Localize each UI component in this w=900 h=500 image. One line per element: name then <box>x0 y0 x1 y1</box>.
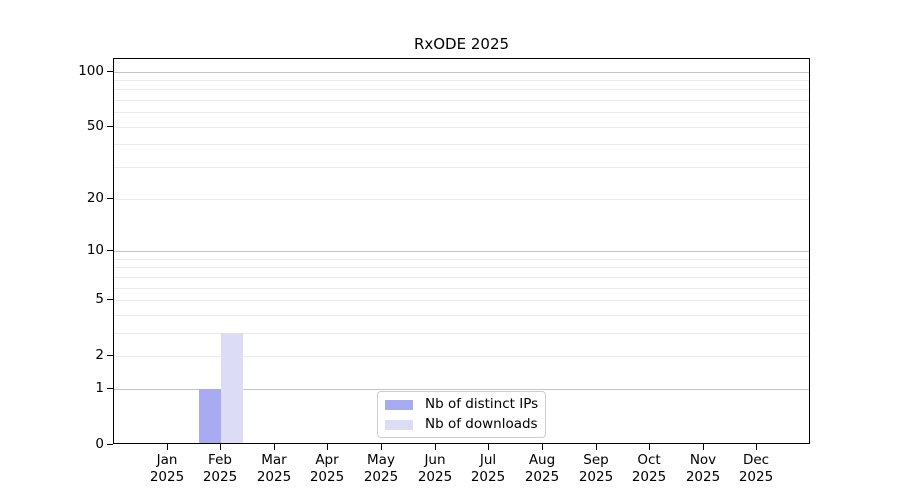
x-tick-year: 2025 <box>309 468 345 485</box>
x-tick-month: Aug <box>528 452 556 468</box>
y-tick <box>107 444 113 445</box>
x-tick-label: Sep 2025 <box>554 452 638 485</box>
y-tick <box>107 198 113 199</box>
legend-swatch-distinct-ips <box>385 399 413 410</box>
bar-distinct-ips <box>199 389 221 443</box>
x-tick-year: 2025 <box>202 468 238 485</box>
gridline-minor <box>114 127 809 128</box>
gridline-minor <box>114 300 809 301</box>
y-tick <box>107 71 113 72</box>
gridline-minor <box>114 259 809 260</box>
y-tick-label: 5 <box>95 291 104 307</box>
x-tick-month: Jan <box>156 452 178 468</box>
x-tick <box>488 444 489 450</box>
x-tick-month: Mar <box>261 452 287 468</box>
gridline-minor <box>114 315 809 316</box>
legend: Nb of distinct IPs Nb of downloads <box>377 391 546 438</box>
y-tick-label: 100 <box>78 63 104 79</box>
x-tick <box>649 444 650 450</box>
y-tick-label: 2 <box>95 347 104 363</box>
x-tick-label: Apr 2025 <box>285 452 369 485</box>
gridline-major <box>114 72 809 73</box>
x-tick-label: May 2025 <box>339 452 423 485</box>
x-tick-year: 2025 <box>685 468 721 485</box>
x-tick-month: Jun <box>424 452 446 468</box>
plot-area <box>113 58 810 444</box>
gridline-major <box>114 389 809 390</box>
x-tick-label: Dec 2025 <box>714 452 798 485</box>
x-tick-month: Oct <box>637 452 661 468</box>
x-tick-label: Jun 2025 <box>393 452 477 485</box>
legend-swatch-downloads <box>385 419 413 430</box>
x-tick <box>167 444 168 450</box>
x-tick-year: 2025 <box>524 468 560 485</box>
gridline-minor <box>114 89 809 90</box>
x-tick-year: 2025 <box>578 468 614 485</box>
x-tick <box>703 444 704 450</box>
legend-item-downloads: Nb of downloads <box>385 416 545 433</box>
x-tick <box>274 444 275 450</box>
x-tick-label: Oct 2025 <box>607 452 691 485</box>
y-tick-label: 10 <box>86 242 104 258</box>
gridline-major <box>114 251 809 252</box>
x-tick-label: Jan 2025 <box>125 452 209 485</box>
x-tick-month: May <box>367 452 395 468</box>
y-tick-label: 20 <box>86 190 104 206</box>
x-tick-month: Dec <box>742 452 770 468</box>
x-tick <box>542 444 543 450</box>
gridline-minor <box>114 167 809 168</box>
bar-downloads <box>221 333 243 443</box>
gridline-minor <box>114 356 809 357</box>
y-tick-label: 50 <box>86 118 104 134</box>
x-tick-year: 2025 <box>738 468 774 485</box>
x-tick-label: Nov 2025 <box>661 452 745 485</box>
y-tick <box>107 250 113 251</box>
legend-item-distinct-ips: Nb of distinct IPs <box>385 396 545 413</box>
x-tick-label: Mar 2025 <box>232 452 316 485</box>
gridline-minor <box>114 100 809 101</box>
gridline-minor <box>114 144 809 145</box>
x-tick-month: Nov <box>689 452 717 468</box>
x-tick <box>327 444 328 450</box>
x-tick-label: Jul 2025 <box>446 452 530 485</box>
x-tick <box>381 444 382 450</box>
x-tick-year: 2025 <box>363 468 399 485</box>
x-tick-year: 2025 <box>256 468 292 485</box>
y-tick <box>107 388 113 389</box>
legend-label-distinct-ips: Nb of distinct IPs <box>425 396 539 412</box>
x-tick <box>435 444 436 450</box>
x-tick-year: 2025 <box>470 468 506 485</box>
gridline-minor <box>114 333 809 334</box>
x-tick <box>220 444 221 450</box>
x-tick-label: Feb 2025 <box>178 452 262 485</box>
x-tick-month: Apr <box>315 452 339 468</box>
x-tick-year: 2025 <box>631 468 667 485</box>
x-tick <box>756 444 757 450</box>
x-tick-month: Sep <box>583 452 609 468</box>
x-tick-label: Aug 2025 <box>500 452 584 485</box>
x-tick-year: 2025 <box>149 468 185 485</box>
y-tick-label: 1 <box>95 380 104 396</box>
gridline-minor <box>114 267 809 268</box>
y-tick <box>107 355 113 356</box>
y-tick <box>107 126 113 127</box>
x-tick-month: Feb <box>208 452 232 468</box>
gridline-minor <box>114 277 809 278</box>
x-tick-year: 2025 <box>417 468 453 485</box>
y-tick-label: 0 <box>95 436 104 452</box>
gridline-minor <box>114 80 809 81</box>
legend-label-downloads: Nb of downloads <box>425 416 538 432</box>
x-tick-month: Jul <box>479 452 497 468</box>
gridline-minor <box>114 112 809 113</box>
y-tick <box>107 299 113 300</box>
gridline-minor <box>114 288 809 289</box>
x-tick <box>596 444 597 450</box>
chart-title: RxODE 2025 <box>413 35 510 53</box>
gridline-minor <box>114 199 809 200</box>
